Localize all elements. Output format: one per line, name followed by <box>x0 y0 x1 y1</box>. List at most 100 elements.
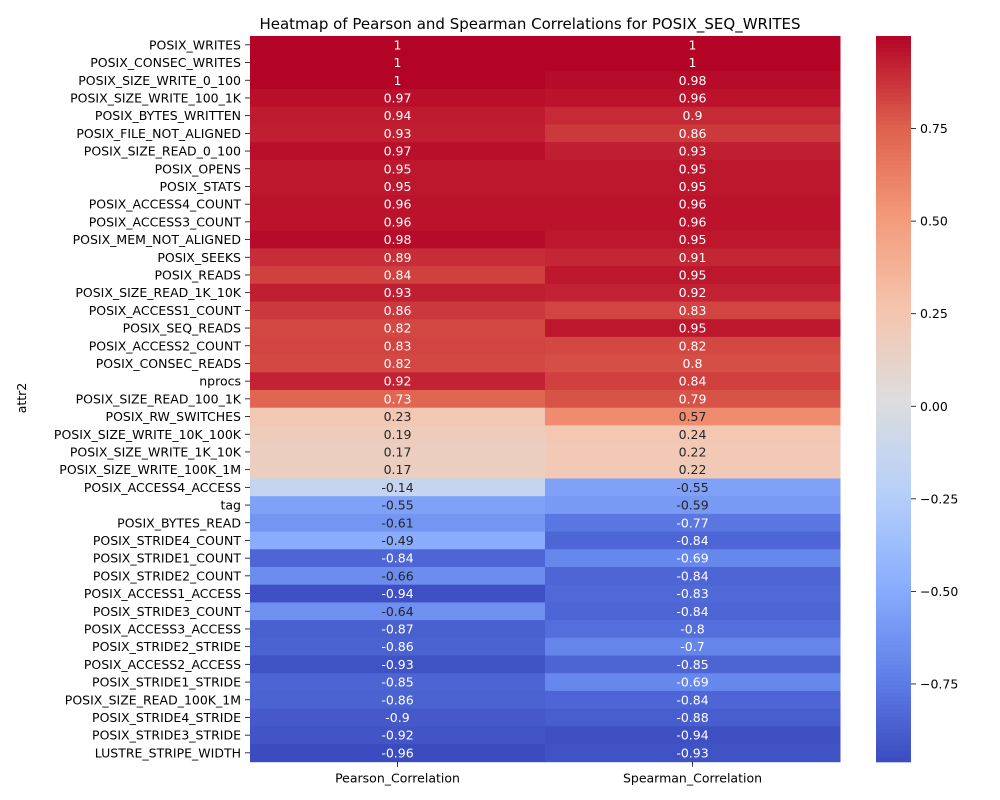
colorbar-segment <box>876 628 911 634</box>
cell-value-label: 0.24 <box>679 427 707 442</box>
cell-value-label: -0.59 <box>676 498 708 513</box>
row-label: POSIX_FILE_NOT_ALIGNED <box>76 126 241 141</box>
colorbar-segment <box>876 52 911 57</box>
colorbar-segment <box>876 749 911 755</box>
cell-value-label: 0.93 <box>384 126 412 141</box>
colorbar-segment <box>876 334 911 339</box>
heatmap-cell <box>545 354 841 373</box>
heatmap-cell <box>545 390 841 409</box>
colorbar-segment <box>876 76 911 81</box>
colorbar-segment <box>876 451 911 456</box>
cell-value-label: 0.73 <box>384 391 412 406</box>
row-label: POSIX_SIZE_READ_1K_10K <box>75 285 241 300</box>
colorbar-segment <box>876 136 911 142</box>
colorbar-segment <box>876 382 911 388</box>
cell-value-label: -0.7 <box>680 639 704 654</box>
heatmap-cell <box>250 443 546 462</box>
column-labels: Pearson_Correlation Spearman_Correlation <box>335 761 762 786</box>
cell-value-label: 0.94 <box>384 108 412 123</box>
row-label: POSIX_CONSEC_READS <box>96 356 241 371</box>
colorbar-segment <box>876 664 911 670</box>
heatmap-cell <box>250 549 546 568</box>
row-label: POSIX_ACCESS2_COUNT <box>89 338 242 353</box>
cell-value-label: 1 <box>394 55 402 70</box>
heatmap-cell <box>250 513 546 533</box>
heatmap-cell <box>250 372 546 391</box>
heatmap-cell <box>545 531 841 550</box>
colorbar-segment <box>876 519 911 525</box>
cell-value-label: 0.57 <box>679 409 707 424</box>
colorbar-segment <box>876 507 911 513</box>
colorbar-segment <box>876 431 911 436</box>
colorbar-segment <box>876 685 911 690</box>
heatmap-cell <box>545 425 841 444</box>
cell-value-label: -0.92 <box>381 728 413 743</box>
row-label: tag <box>221 498 242 513</box>
heatmap-cell <box>250 602 546 621</box>
colorbar-segment <box>876 725 911 731</box>
colorbar-segment <box>876 677 911 682</box>
colorbar-segment <box>876 572 911 577</box>
row-label: POSIX_MEM_NOT_ALIGNED <box>73 232 241 247</box>
row-label: POSIX_STRIDE1_COUNT <box>93 551 242 566</box>
chart-title: Heatmap of Pearson and Spearman Correlat… <box>259 15 800 34</box>
colorbar-segment <box>876 173 911 178</box>
cell-value-label: 0.22 <box>679 444 707 459</box>
y-axis-label: attr2 <box>14 383 29 414</box>
cell-value-label: 0.82 <box>679 338 707 353</box>
row-label: POSIX_ACCESS4_COUNT <box>89 197 242 212</box>
colorbar-segment <box>876 733 911 739</box>
cell-value-label: 0.17 <box>384 444 412 459</box>
heatmap-cell <box>545 213 841 232</box>
colorbar-segment <box>876 717 911 722</box>
cell-value-label: 0.22 <box>679 462 707 477</box>
heatmap-cell <box>545 443 841 462</box>
colorbar-segment <box>876 612 911 618</box>
heatmap-cell <box>250 655 546 674</box>
cell-value-label: -0.86 <box>381 692 413 707</box>
heatmap-cell <box>250 301 546 320</box>
heatmap-cell <box>250 124 546 143</box>
colorbar-segment <box>876 592 911 598</box>
cell-value-label: 0.96 <box>679 90 707 105</box>
heatmap-cell <box>545 372 841 391</box>
heatmap-cell <box>545 230 841 249</box>
row-label: POSIX_ACCESS3_ACCESS <box>84 621 241 636</box>
row-label: POSIX_SIZE_WRITE_1K_10K <box>70 444 242 459</box>
heatmap-cell <box>250 89 546 108</box>
colorbar-segment <box>876 515 911 521</box>
cell-value-label: 0.95 <box>679 232 707 247</box>
cell-value-label: -0.69 <box>676 551 708 566</box>
heatmap-cell <box>545 513 841 533</box>
colorbar-segment <box>876 640 911 646</box>
heatmap-cell <box>250 319 546 338</box>
colorbar-segment <box>876 543 911 549</box>
column-label: Pearson_Correlation <box>335 771 460 786</box>
heatmap-cell <box>250 620 546 639</box>
colorbar-segment <box>876 644 911 650</box>
cell-value-label: 0.95 <box>384 161 412 176</box>
cell-value-label: -0.84 <box>676 604 708 619</box>
cell-value-label: 0.86 <box>679 126 707 141</box>
colorbar-segment <box>876 358 911 364</box>
colorbar-segment <box>876 298 911 303</box>
colorbar-segment <box>876 366 911 372</box>
cell-value-label: 0.95 <box>679 267 707 282</box>
colorbar-segment <box>876 342 911 348</box>
colorbar-segment <box>876 483 911 489</box>
colorbar-segment <box>876 673 911 678</box>
colorbar-segment <box>876 701 911 706</box>
colorbar-segment <box>876 600 911 606</box>
cell-value-label: -0.49 <box>381 533 413 548</box>
heatmap-cell <box>250 460 546 479</box>
colorbar-segment <box>876 156 911 162</box>
colorbar-segment <box>876 140 911 146</box>
heatmap-cell <box>545 690 841 710</box>
colorbar-segment <box>876 285 911 291</box>
heatmap-cell <box>545 177 841 196</box>
colorbar-segment <box>876 535 911 541</box>
cell-value-label: 0.93 <box>679 144 707 159</box>
cell-value-label: -0.55 <box>381 498 413 513</box>
colorbar-segment <box>876 423 911 428</box>
cell-value-label: 0.96 <box>679 197 707 212</box>
